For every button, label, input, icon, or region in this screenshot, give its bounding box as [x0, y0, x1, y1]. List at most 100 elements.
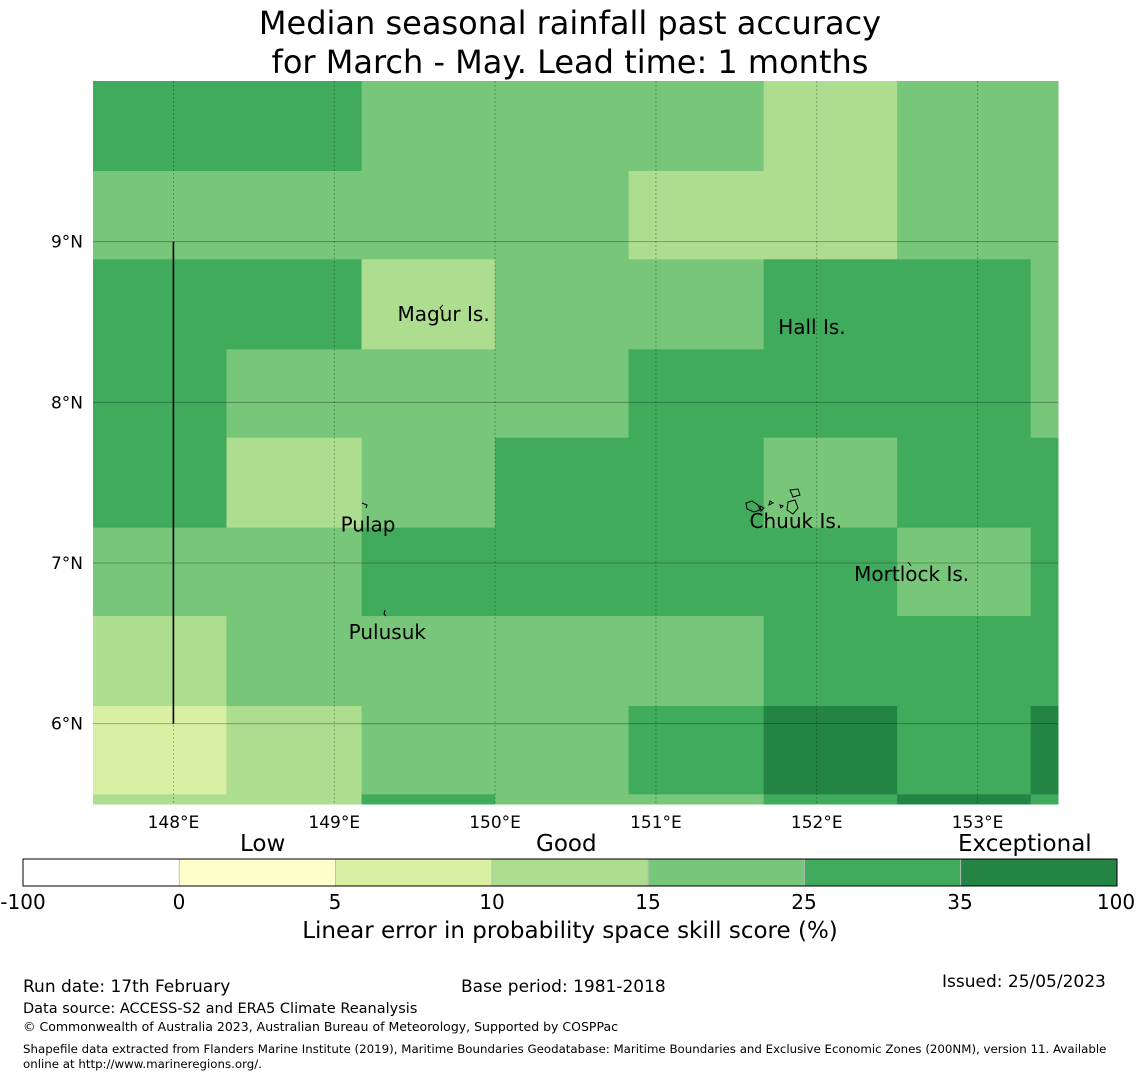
skill-cell	[897, 706, 1031, 795]
skill-cell	[629, 794, 765, 804]
longitude-tick-labels: 148°E 149°E 150°E 151°E 152°E 153°E	[148, 813, 1004, 833]
skill-cell	[1031, 81, 1059, 171]
skill-cell	[897, 171, 1031, 260]
longitude-tick-label: 150°E	[469, 813, 521, 833]
latitude-tick-label: 8°N	[51, 393, 83, 413]
colorbar-segment	[961, 859, 1117, 886]
skill-cell	[495, 349, 629, 438]
skill-cell	[897, 616, 1031, 706]
colorbar-tick: 10	[479, 890, 504, 914]
colorbar-tick: 25	[791, 890, 816, 914]
latitude-tick-labels: 9°N 8°N 7°N 6°N	[51, 233, 83, 735]
skill-cell	[1031, 706, 1059, 795]
skill-cell	[93, 438, 227, 528]
skill-cell	[495, 81, 629, 171]
skill-cell	[226, 171, 362, 260]
colorbar-heading-good: Good	[536, 831, 597, 857]
island-label: Hall Is.	[778, 315, 845, 339]
colorbar-heading-exceptional: Exceptional	[958, 831, 1092, 857]
skill-grid	[93, 81, 1059, 805]
skill-cell	[1031, 794, 1059, 804]
skill-cell	[1031, 616, 1059, 706]
skill-cell	[1031, 349, 1059, 438]
skill-cell	[93, 81, 227, 171]
skill-cell	[764, 171, 898, 260]
skill-cell	[629, 616, 765, 706]
skill-cell	[93, 349, 227, 438]
base-period: Base period: 1981-2018	[461, 977, 666, 997]
skill-cell	[362, 349, 496, 438]
island-label: Chuuk Is.	[750, 509, 843, 533]
island-label: Pulusuk	[349, 620, 427, 644]
colorbar-segment	[804, 859, 960, 886]
skill-cell	[362, 528, 496, 617]
longitude-tick-label: 151°E	[630, 813, 682, 833]
shapefile-credit: Shapefile data extracted from Flanders M…	[23, 1042, 1133, 1072]
skill-cell	[629, 81, 765, 171]
skill-cell	[362, 81, 496, 171]
latitude-tick-label: 6°N	[51, 715, 83, 735]
skill-cell	[897, 81, 1031, 171]
skill-cell	[629, 706, 765, 795]
skill-cell	[93, 794, 227, 804]
colorbar-segment	[179, 859, 335, 886]
skill-cell	[629, 171, 765, 260]
colorbar-label: Linear error in probability space skill …	[0, 918, 1140, 944]
skill-cell	[764, 616, 898, 706]
colorbar-tick: -100	[0, 890, 45, 914]
skill-cell	[495, 528, 629, 617]
skill-cell	[362, 794, 496, 804]
skill-cell	[764, 794, 898, 804]
longitude-tick-label: 148°E	[148, 813, 200, 833]
colorbar-tick: 35	[947, 890, 972, 914]
skill-cell	[764, 81, 898, 171]
skill-cell	[629, 349, 765, 438]
skill-cell	[1031, 438, 1059, 528]
skill-cell	[897, 259, 1031, 349]
issued-date: Issued: 25/05/2023	[942, 972, 1106, 992]
skill-cell	[495, 171, 629, 260]
island-label: Mortlock Is.	[854, 562, 969, 586]
skill-cell	[1031, 528, 1059, 617]
skill-cell	[495, 706, 629, 795]
skill-cell	[495, 438, 629, 528]
skill-cell	[226, 616, 362, 706]
skill-cell	[226, 349, 362, 438]
skill-cell	[629, 528, 765, 617]
colorbar	[23, 859, 1117, 886]
skill-cell	[495, 794, 629, 804]
colorbar-tick: 15	[635, 890, 660, 914]
skill-cell	[226, 706, 362, 795]
latitude-tick-label: 9°N	[51, 233, 83, 253]
latitude-tick-label: 7°N	[51, 554, 83, 574]
skill-cell	[93, 616, 227, 706]
colorbar-segment	[336, 859, 492, 886]
skill-cell	[93, 171, 227, 260]
colorbar-segment	[648, 859, 804, 886]
colorbar-tick: 0	[173, 890, 186, 914]
skill-cell	[1031, 259, 1059, 349]
colorbar-heading-low: Low	[240, 831, 285, 857]
skill-cell	[362, 706, 496, 795]
copyright: © Commonwealth of Australia 2023, Austra…	[23, 1019, 618, 1034]
longitude-tick-label: 153°E	[952, 813, 1004, 833]
skill-cell	[495, 616, 629, 706]
skill-cell	[226, 259, 362, 349]
data-source: Data source: ACCESS-S2 and ERA5 Climate …	[23, 1001, 417, 1017]
skill-cell	[226, 81, 362, 171]
skill-cell	[226, 528, 362, 617]
colorbar-segment	[492, 859, 648, 886]
skill-cell	[362, 171, 496, 260]
skill-cell	[764, 349, 898, 438]
skill-cell	[495, 259, 629, 349]
skill-cell	[93, 259, 227, 349]
skill-cell	[93, 528, 227, 617]
skill-cell	[1031, 171, 1059, 260]
skill-cell	[764, 706, 898, 795]
run-date: Run date: 17th February	[23, 977, 230, 997]
colorbar-tick: 100	[1097, 890, 1135, 914]
colorbar-tick: 5	[329, 890, 342, 914]
skill-cell	[226, 794, 362, 804]
skill-cell	[897, 794, 1031, 804]
longitude-tick-label: 149°E	[308, 813, 360, 833]
